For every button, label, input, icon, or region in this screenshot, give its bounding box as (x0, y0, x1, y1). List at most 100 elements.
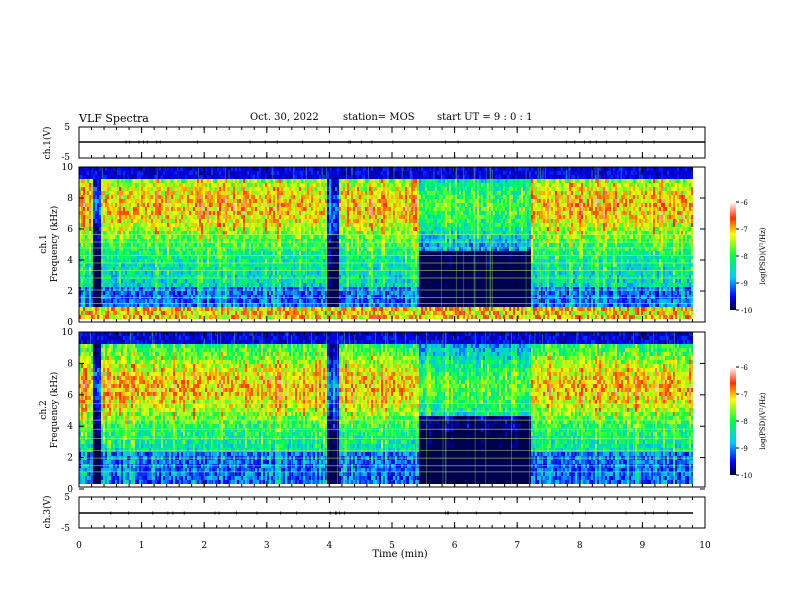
spectrogram-cell (121, 263, 123, 267)
spectrogram-cell (287, 279, 289, 283)
spectrogram-cell (283, 311, 285, 315)
spectrogram-cell (187, 179, 189, 183)
spectrogram-cell (191, 295, 193, 299)
spectrogram-cell (161, 279, 163, 283)
spectrogram-cell (311, 175, 313, 179)
spectrogram-cell (195, 183, 197, 187)
spectrogram-cell (149, 259, 151, 263)
spectrogram-cell (261, 195, 263, 199)
spectrogram-cell (233, 315, 235, 319)
spectrogram-cell (113, 171, 115, 175)
spectrogram-cell (123, 191, 125, 195)
spectrogram-cell (137, 219, 139, 223)
spectrogram-cell (211, 203, 213, 207)
spectrogram-cell (307, 223, 309, 227)
spectrogram-cell (181, 271, 183, 275)
spectrogram-cell (239, 187, 241, 191)
spectrogram-cell (255, 263, 257, 267)
spectrogram-cell (129, 271, 131, 275)
spectrogram-cell (263, 211, 265, 215)
spectrogram-cell (257, 207, 259, 211)
spectrogram-cell (107, 187, 109, 191)
spectrogram-cell (289, 227, 291, 231)
spectrogram-cell (287, 251, 289, 255)
spectrogram-cell (319, 215, 321, 219)
spectrogram-cell (227, 251, 229, 255)
spectrogram-cell (269, 191, 271, 195)
spectrogram-cell (259, 299, 261, 303)
spectrogram-cell (213, 175, 215, 179)
spectrogram-cell (167, 203, 169, 207)
spectrogram-cell (223, 295, 225, 299)
spectrogram-cell (313, 295, 315, 299)
spectrogram-cell (161, 179, 163, 183)
spectrogram-cell (135, 251, 137, 255)
spectrogram-cell (109, 207, 111, 211)
spectrogram-cell (301, 299, 303, 303)
spectrogram-cell (149, 279, 151, 283)
spectrogram-cell (91, 291, 93, 295)
spectrogram-cell (279, 195, 281, 199)
spectrogram-cell (123, 311, 125, 315)
spectrogram-cell (203, 275, 205, 279)
spectrogram-cell (241, 227, 243, 231)
spectrogram-cell (247, 275, 249, 279)
spectrogram-cell (125, 203, 127, 207)
spectrogram-cell (253, 179, 255, 183)
spectrogram-cell (269, 203, 271, 207)
spectrogram-cell (233, 263, 235, 267)
spectrogram-cell (119, 275, 121, 279)
spectrogram-cell (135, 207, 137, 211)
spectrogram-cell (303, 239, 305, 243)
spectrogram-cell (115, 219, 117, 223)
spectrogram-cell (147, 315, 149, 319)
spectrogram-cell (265, 199, 267, 203)
spectrogram-cell (147, 295, 149, 299)
spectrogram-cell (279, 191, 281, 195)
spectrogram-cell (289, 295, 291, 299)
spectrogram-cell (103, 315, 105, 319)
spectrogram-cell (167, 199, 169, 203)
spectrogram-cell (307, 175, 309, 179)
spectrogram-cell (143, 239, 145, 243)
spectrogram-cell (93, 235, 95, 239)
spectrogram-cell (149, 235, 151, 239)
spectrogram-cell (183, 251, 185, 255)
spectrogram-cell (113, 263, 115, 267)
spectrogram-cell (119, 207, 121, 211)
spectrogram-cell (329, 207, 331, 211)
spectrogram-cell (89, 287, 91, 291)
spectrogram-cell (217, 219, 219, 223)
spectrogram-cell (193, 191, 195, 195)
spectrogram-cell (115, 223, 117, 227)
spectrogram-cell (129, 207, 131, 211)
spectrogram-cell (159, 175, 161, 179)
spectrogram-cell (209, 259, 211, 263)
spectrogram-cell (127, 291, 129, 295)
spectrogram-cell (201, 287, 203, 291)
spectrogram-cell (147, 227, 149, 231)
spectrogram-cell (111, 175, 113, 179)
spectrogram-cell (251, 223, 253, 227)
spectrogram-cell (179, 183, 181, 187)
spectrogram-cell (235, 259, 237, 263)
spectrogram-cell (137, 315, 139, 319)
spectrogram-cell (131, 283, 133, 287)
spectrogram-cell (251, 307, 253, 311)
spectrogram-cell (111, 191, 113, 195)
spectrogram-cell (235, 171, 237, 175)
spectrogram-cell (319, 191, 321, 195)
spectrogram-cell (255, 215, 257, 219)
spectrogram-cell (161, 199, 163, 203)
spectrogram-cell (117, 247, 119, 251)
spectrogram-cell (301, 271, 303, 275)
spectrogram-cell (117, 251, 119, 255)
spectrogram-cell (203, 243, 205, 247)
spectrogram-cell (295, 175, 297, 179)
spectrogram-cell (139, 271, 141, 275)
spectrogram-cell (199, 263, 201, 267)
spectrogram-cell (309, 171, 311, 175)
spectrogram-cell (165, 235, 167, 239)
spectrogram-cell (317, 307, 319, 311)
spectrogram-cell (121, 167, 123, 171)
